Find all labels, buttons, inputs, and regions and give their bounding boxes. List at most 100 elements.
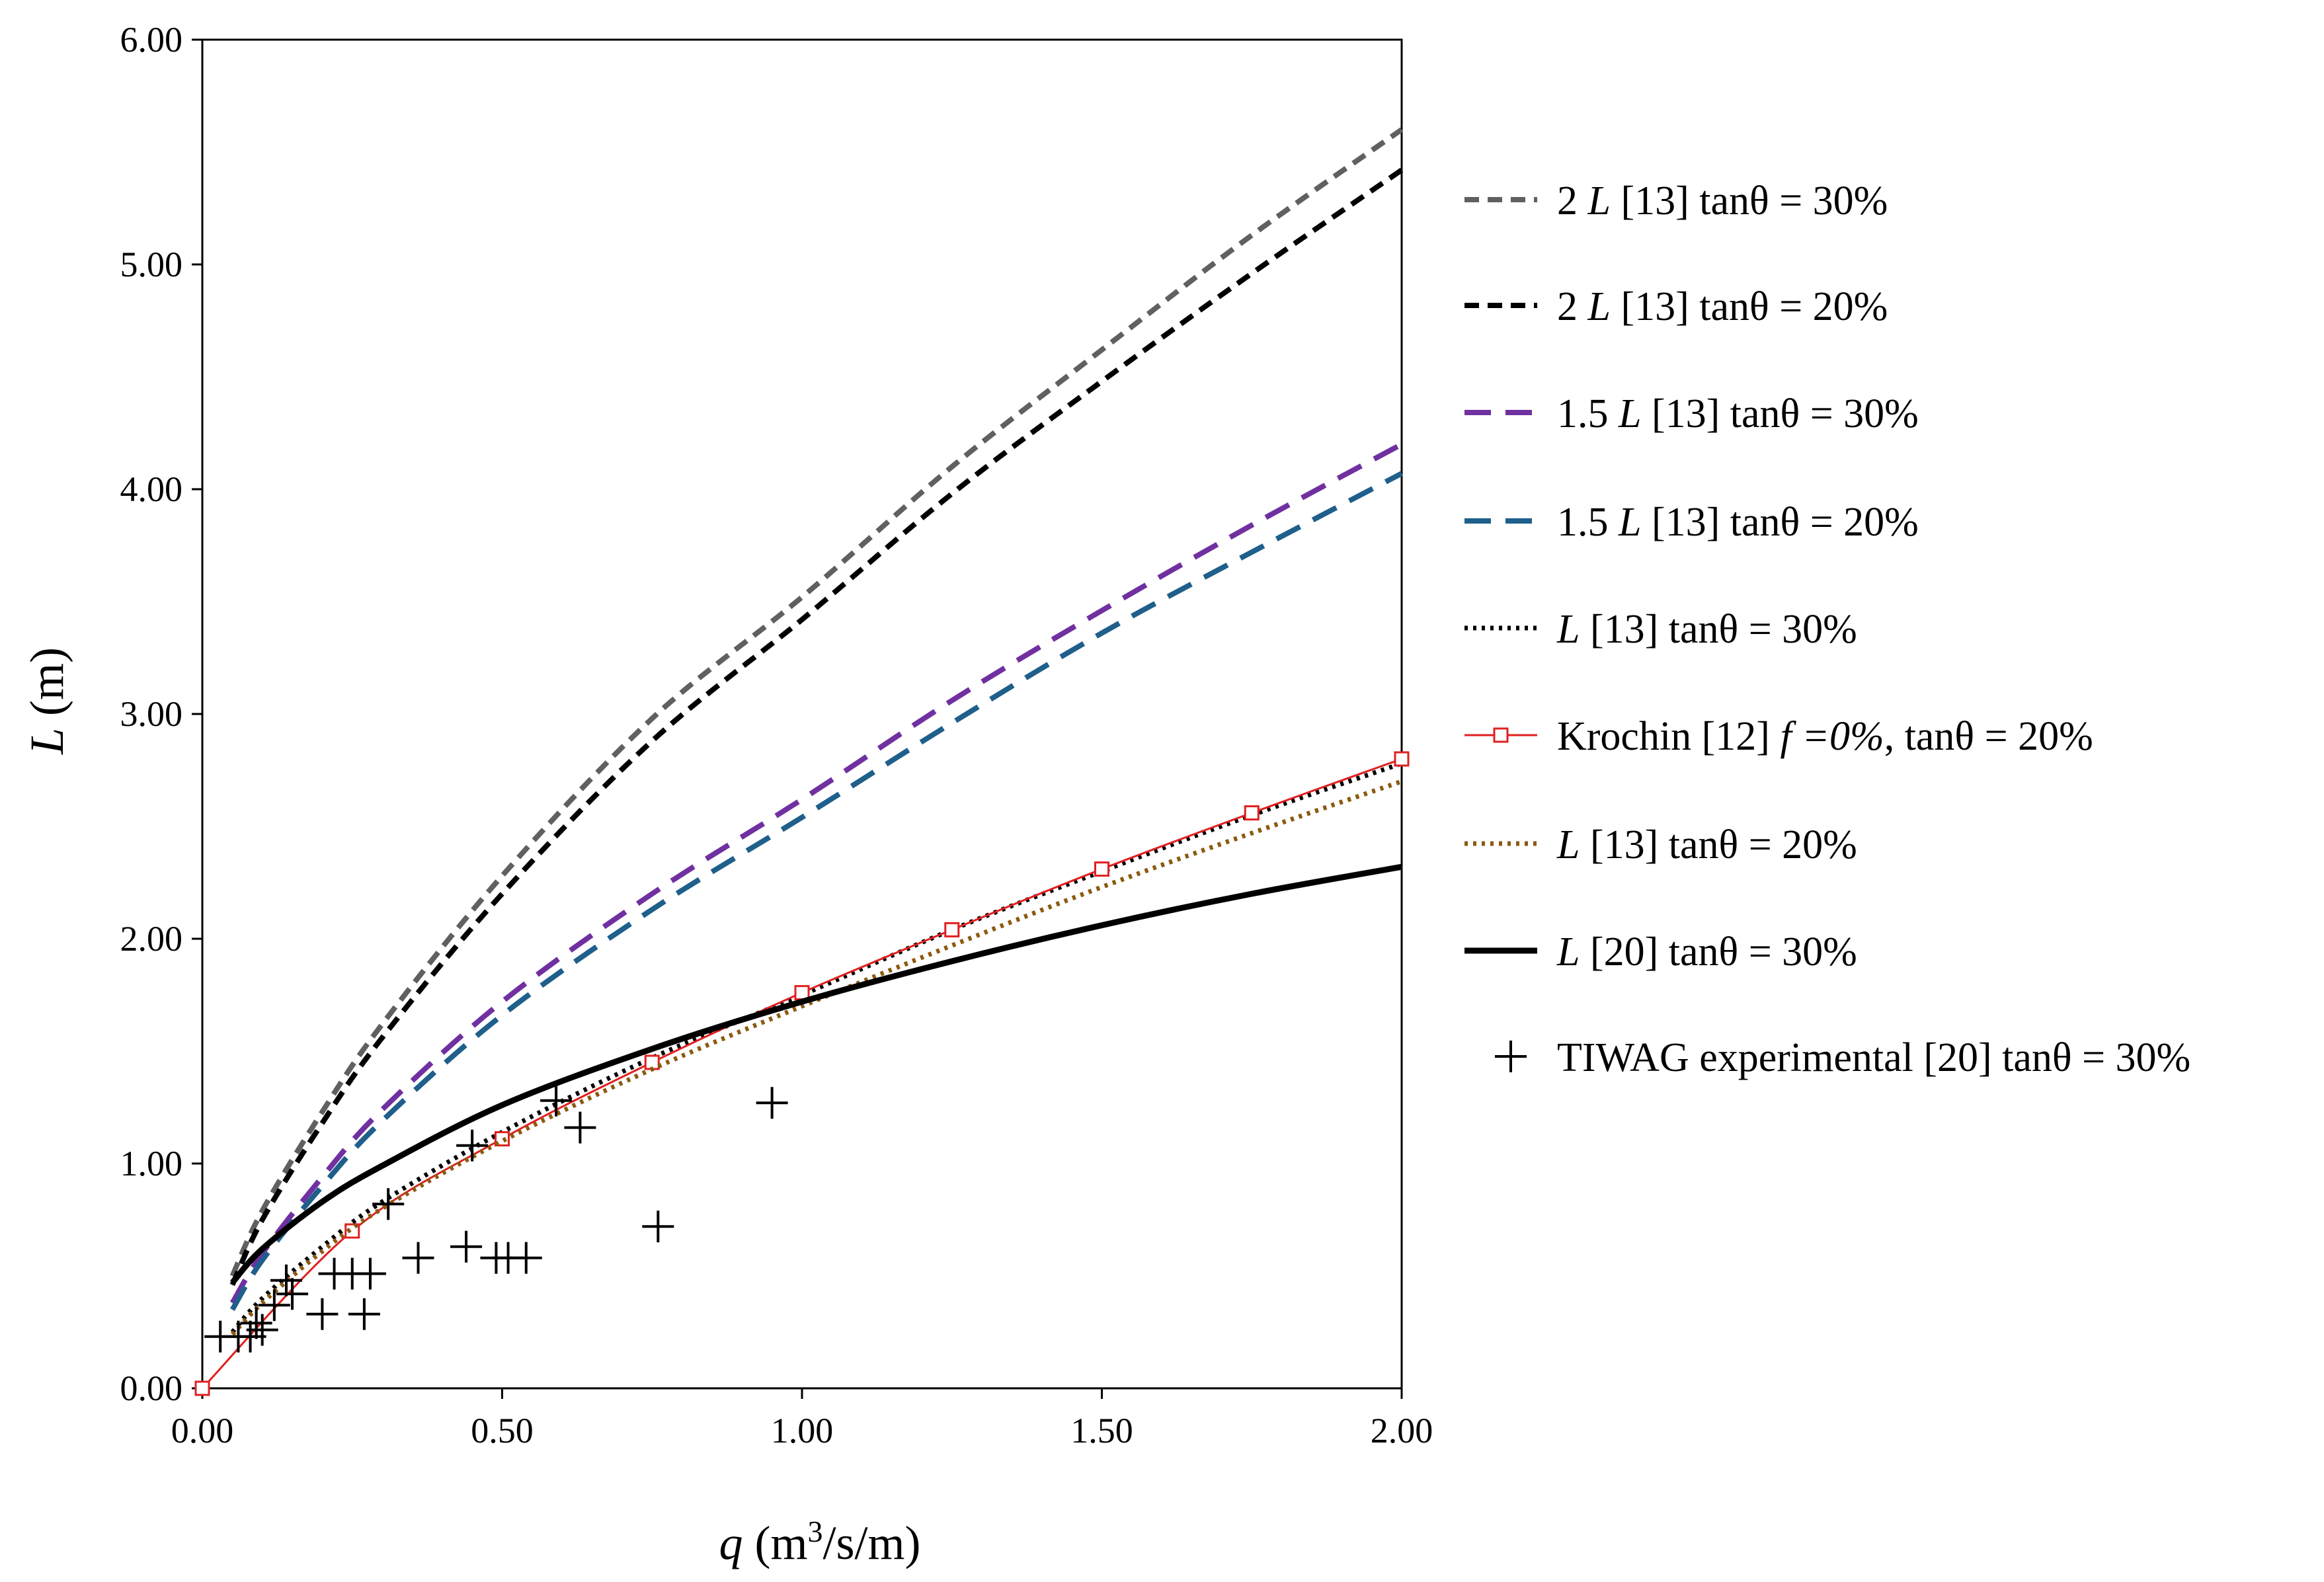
y-tick-label: 4.00 [120,469,183,509]
series-9 [204,1084,788,1353]
data-point [354,1257,386,1290]
data-point [372,1188,405,1220]
legend-label: 1.5 L [13] tanθ = 30% [1557,391,1919,436]
data-point [276,1278,309,1310]
legend-label: L [13] tanθ = 20% [1556,822,1857,867]
x-axis-title-unit: (m [743,1517,808,1569]
series-4 [229,471,1403,1312]
series-line [229,471,1403,1312]
legend-label-part: [13] tanθ = 30% [1641,391,1918,436]
series-1 [229,127,1404,1277]
legend-label-part: L [1556,607,1580,652]
series-3 [229,442,1403,1304]
data-point [234,1320,266,1353]
legend-item-5: L [13] tanθ = 30% [1464,607,1857,652]
legend-label: L [13] tanθ = 30% [1556,607,1857,652]
legend-label-part: f =0% [1780,714,1884,759]
data-point [495,1131,510,1147]
legend-label: 2 L [13] tanθ = 20% [1557,284,1888,329]
series-line [229,127,1404,1277]
data-point [1094,861,1109,877]
legend-label: Krochin [12] f =0%, tanθ = 20% [1557,714,2093,759]
y-tick-label: 1.00 [120,1144,183,1183]
legend-label-part: [13] tanθ = 20% [1580,822,1857,867]
series-2 [229,167,1404,1286]
y-axis-title-var: L [20,728,73,755]
legend-label: 1.5 L [13] tanθ = 20% [1557,500,1919,545]
data-point [246,1314,278,1346]
x-tick-label: 1.00 [771,1411,834,1450]
series-line [229,167,1404,1286]
x-tick-label: 0.50 [471,1411,534,1450]
y-axis-title: L (m) [20,647,73,755]
data-point [1244,805,1260,821]
data-point [540,1084,573,1117]
legend-label: TIWAG experimental [20] tanθ = 30% [1557,1035,2190,1080]
series-8 [229,863,1402,1285]
legend-item-6: Krochin [12] f =0%, tanθ = 20% [1464,714,2093,759]
data-point [194,1380,210,1396]
series-layer [194,127,1410,1396]
data-point [642,1210,674,1243]
legend-label-part: [13] tanθ = 20% [1641,500,1918,545]
data-point [1394,751,1410,767]
legend-label-part: Krochin [12] [1557,714,1780,759]
legend-label-part: L [1587,178,1611,223]
data-point [510,1242,542,1274]
legend-item-7: L [13] tanθ = 20% [1464,822,1857,867]
x-axis-title-tail: /s/m) [822,1517,920,1569]
legend-swatch [1495,1041,1527,1072]
legend-label-part: [13] tanθ = 20% [1611,284,1888,329]
legend-label-part: L [1618,391,1641,436]
legend-label-part: 2 [1557,178,1588,223]
data-point [564,1111,596,1144]
legend-label-part: L [1587,284,1611,329]
x-axis-title-sup: 3 [807,1515,822,1548]
y-tick-label: 6.00 [120,20,183,59]
data-point [402,1242,434,1274]
data-point [270,1264,302,1296]
x-tick-label: 2.00 [1371,1411,1433,1450]
legend-item-8: L [20] tanθ = 30% [1464,929,1857,974]
data-point [456,1129,489,1162]
y-tick-label: 5.00 [120,245,183,284]
data-point [756,1087,788,1119]
legend-label-part: L [1618,500,1641,545]
y-tick-label: 3.00 [120,694,183,734]
legend-label-part: , tanθ = 20% [1884,714,2093,759]
legend-label-part: 2 [1557,284,1588,329]
legend: 2 L [13] tanθ = 30%2 L [13] tanθ = 20%1.… [1464,178,2190,1080]
axes: 0.00 0.50 1.00 1.50 2.00 0.00 1.00 2.00 3.00 4.00… [120,20,1433,1450]
legend-label-part: [20] tanθ = 30% [1580,929,1857,974]
legend-label: L [20] tanθ = 30% [1556,929,1857,974]
x-axis-title: q (m3/s/m) [719,1515,921,1569]
legend-label-part: [13] tanθ = 30% [1580,607,1857,652]
legend-item-9: TIWAG experimental [20] tanθ = 30% [1495,1035,2190,1080]
series-6 [194,751,1410,1396]
legend-item-2: 2 L [13] tanθ = 20% [1464,284,1888,329]
x-tick-label: 1.50 [1070,1411,1133,1450]
legend-label-part: TIWAG experimental [20] tanθ = 30% [1557,1035,2190,1080]
data-point [348,1298,380,1330]
legend-label-part: 1.5 [1557,391,1619,436]
legend-label: 2 L [13] tanθ = 30% [1557,178,1888,223]
legend-item-4: 1.5 L [13] tanθ = 20% [1464,500,1919,545]
x-axis-title-var: q [719,1517,743,1569]
data-point [306,1298,339,1330]
legend-item-3: 1.5 L [13] tanθ = 30% [1464,391,1919,436]
series-line [229,442,1403,1304]
legend-label-part: 1.5 [1557,500,1619,545]
legend-label-part: L [1556,822,1580,867]
data-point [258,1289,290,1322]
y-tick-label: 2.00 [120,919,183,959]
legend-swatch-marker [1493,727,1509,743]
legend-item-1: 2 L [13] tanθ = 30% [1464,178,1888,223]
legend-label-part: L [1556,929,1580,974]
y-axis-title-unit: (m) [20,647,73,728]
data-point [240,1307,272,1339]
legend-label-part: [13] tanθ = 30% [1611,178,1888,223]
x-tick-label: 0.00 [171,1411,234,1450]
y-tick-label: 0.00 [120,1368,183,1408]
